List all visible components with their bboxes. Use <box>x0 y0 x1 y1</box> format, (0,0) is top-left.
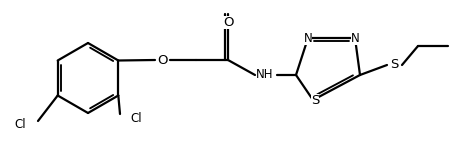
Text: O: O <box>223 15 233 28</box>
Text: S: S <box>390 59 398 72</box>
Text: Cl: Cl <box>14 119 26 132</box>
Text: N: N <box>304 32 312 45</box>
Text: O: O <box>158 53 168 66</box>
Text: N: N <box>351 32 359 45</box>
Text: Cl: Cl <box>130 112 142 125</box>
Text: S: S <box>311 93 319 106</box>
Text: NH: NH <box>256 68 274 81</box>
